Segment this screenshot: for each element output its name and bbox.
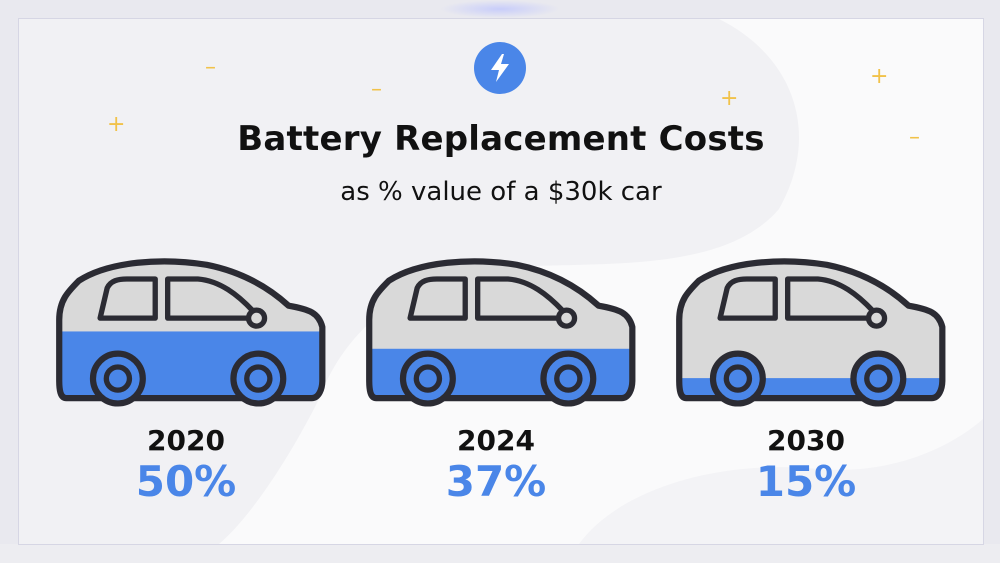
lightning-badge — [474, 42, 526, 94]
value-label: 37% — [445, 457, 547, 506]
wheel-hub — [864, 364, 893, 393]
car-window-rear — [717, 276, 778, 321]
sparkle-dash-icon: – — [205, 55, 216, 80]
car-bar-2024 — [366, 258, 636, 407]
car-mirror — [245, 307, 268, 329]
chart-subtitle: as % value of a $30k car — [340, 177, 662, 207]
car-outline — [56, 258, 326, 402]
sparkle-plus-icon: + — [720, 86, 739, 111]
sparkle-dash-icon: – — [909, 125, 920, 150]
car-bar-2020 — [56, 258, 326, 407]
car-bar-2030 — [676, 258, 946, 407]
bottom-strip — [0, 544, 1000, 563]
sparkle-plus-icon: + — [107, 112, 126, 137]
infographic-card: – – + + + – Battery Replacement Costs as… — [18, 18, 984, 545]
sparkle-dash-icon: – — [371, 77, 382, 102]
car-outline — [676, 258, 946, 402]
chart-title: Battery Replacement Costs — [237, 119, 765, 159]
value-label: 50% — [135, 457, 237, 506]
value-label: 15% — [755, 457, 857, 506]
top-glow — [440, 0, 560, 18]
category-label: 2020 — [147, 424, 225, 457]
wheel-hub — [103, 364, 133, 393]
car-mirror — [555, 307, 578, 329]
car-window-rear — [407, 276, 468, 321]
car-outline — [366, 258, 636, 402]
sparkle-plus-icon: + — [870, 64, 889, 89]
wheel-hub — [554, 364, 583, 393]
category-label: 2030 — [767, 424, 845, 457]
wheel-hub — [413, 364, 443, 393]
lightning-bolt-icon — [491, 54, 509, 82]
wheel-hub — [723, 364, 753, 393]
car-window-rear — [97, 276, 158, 321]
category-label: 2024 — [457, 424, 535, 457]
car-mirror — [865, 307, 888, 329]
wheel-hub — [244, 364, 273, 393]
